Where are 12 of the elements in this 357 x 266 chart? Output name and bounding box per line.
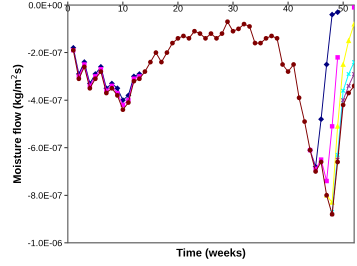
x-tick-label: 40 (283, 5, 293, 12)
y-axis-title: Moisture flow (kg/m$^{2}$s) (10, 64, 24, 184)
y-tick-label: -2.0E-07 (28, 50, 62, 56)
y-tick-label: 0.0E+00 (28, 2, 62, 8)
x-tick-label: 30 (228, 5, 238, 12)
x-tick-label: 10 (118, 5, 128, 12)
y-tick-label: -4.0E-07 (28, 97, 62, 104)
x-axis-title: Time (weeks) (176, 248, 246, 259)
y-tick-label: -8.0E-07 (28, 192, 62, 199)
x-tick-label: 20 (173, 5, 183, 12)
y-tick-label: -6.0E-07 (28, 144, 62, 152)
y-tick-label: -1.0E-06 (28, 240, 62, 246)
